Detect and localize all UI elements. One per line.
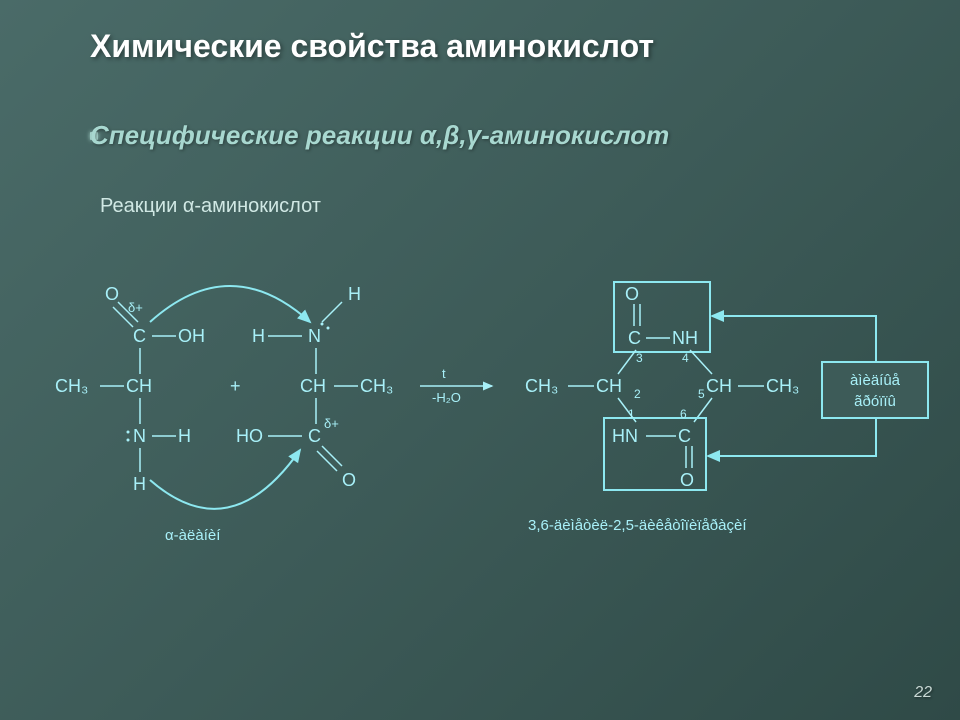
atom-c2: C: [308, 426, 321, 446]
atom-o2: O: [342, 470, 356, 490]
prod-ch3r: CH₃: [766, 376, 799, 396]
atom-c1: C: [133, 326, 146, 346]
prod-chr: CH: [706, 376, 732, 396]
label-line2: ãðóïïû: [854, 393, 896, 410]
arrow-bottom: -H₂O: [432, 390, 461, 405]
atom-ch2: CH: [300, 376, 326, 396]
atom-n1: N: [133, 426, 146, 446]
num5: 5: [698, 387, 705, 401]
prod-nh1: NH: [672, 328, 698, 348]
atom-n2: N: [308, 326, 321, 346]
label-line1: àìèäíûå: [850, 372, 901, 389]
slide-background: Химические свойства аминокислот Специфич…: [0, 0, 960, 720]
atom-h4: H: [252, 326, 265, 346]
atom-ho2: HO: [236, 426, 263, 446]
prod-ch2l: CH: [596, 376, 622, 396]
num3: 3: [636, 351, 643, 365]
delta2: δ+: [324, 416, 339, 431]
atom-ch3-2: CH₃: [360, 376, 393, 396]
prod-c2: C: [678, 426, 691, 446]
num4: 4: [682, 351, 689, 365]
atom-ch3-1: CH₃: [55, 376, 88, 396]
right-caption: 3,6-äèìåòèë-2,5-äèêåòîïèïåðàçèí: [528, 517, 747, 534]
plus-sign: +: [230, 376, 241, 396]
arrow-top: t: [442, 366, 446, 381]
left-caption: α-àëàíèí: [165, 527, 221, 544]
atom-oh1: OH: [178, 326, 205, 346]
delta1: δ+: [128, 300, 143, 315]
atom-o1: O: [105, 284, 119, 304]
atom-h3: H: [348, 284, 361, 304]
prod-c1: C: [628, 328, 641, 348]
sub2: 2: [634, 387, 641, 401]
prod-o1: O: [625, 284, 639, 304]
atom-h2: H: [133, 474, 146, 494]
num1: 1: [628, 407, 635, 421]
num6: 6: [680, 407, 687, 421]
prod-o2: O: [680, 470, 694, 490]
prod-ch3l: CH₃: [525, 376, 558, 396]
prod-hn: HN: [612, 426, 638, 446]
atom-ch1: CH: [126, 376, 152, 396]
atom-h1: H: [178, 426, 191, 446]
reaction-diagram: O C δ+ OH CH₃ CH N H H + H N H CH: [0, 0, 960, 720]
